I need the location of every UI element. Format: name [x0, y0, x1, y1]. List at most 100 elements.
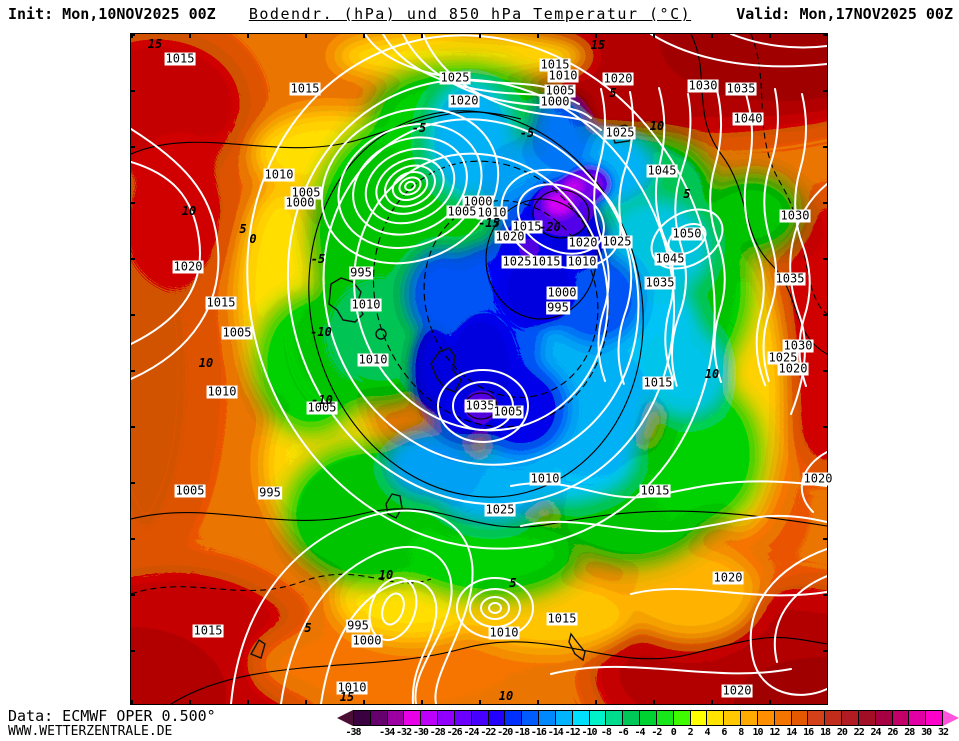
- pressure-label: 1010: [476, 205, 508, 220]
- colorbar-cell: [790, 711, 808, 725]
- pressure-label: 1000: [539, 94, 571, 109]
- colorbar-tick-label: 22: [853, 727, 865, 738]
- pressure-label: 1010: [488, 625, 520, 640]
- pressure-label: 1025: [601, 234, 633, 249]
- pressure-label: 1010: [350, 297, 382, 312]
- colorbar-tick-label: 20: [836, 727, 848, 738]
- pressure-label: 1035: [644, 275, 676, 290]
- colorbar-tick-label: -24: [463, 727, 479, 738]
- colorbar-cell: [655, 711, 673, 725]
- pressure-label: 1020: [712, 570, 744, 585]
- colorbar-left-arrow: [337, 710, 353, 726]
- pressure-label: 1035: [774, 271, 806, 286]
- pressure-label: 1025: [439, 70, 471, 85]
- temperature-label: -5: [411, 121, 427, 135]
- colorbar-cell: [706, 711, 724, 725]
- colorbar-right-arrow: [943, 710, 959, 726]
- temperature-label: -5: [310, 252, 326, 266]
- pressure-label: 1000: [462, 194, 494, 209]
- colorbar-tick-label: -28: [429, 727, 446, 738]
- colorbar-tick-label: -26: [446, 727, 463, 738]
- colorbar-cell: [908, 711, 926, 725]
- temperature-label: 10: [649, 119, 665, 133]
- pressure-label: 1020: [567, 235, 599, 250]
- colorbar-tick-label: -12: [564, 727, 581, 738]
- colorbar-cell: [403, 711, 421, 725]
- pressure-label: 1045: [646, 163, 678, 178]
- pressure-label: 1015: [539, 57, 571, 72]
- temperature-label: 10: [704, 367, 720, 381]
- colorbar-cell: [807, 711, 825, 725]
- colorbar-cell: [639, 711, 656, 725]
- pressure-label: 1015: [639, 483, 671, 498]
- colorbar-cell: [538, 711, 555, 725]
- pressure-label: 1000: [546, 285, 578, 300]
- coastline-layer: [249, 124, 636, 662]
- pressure-label: 1020: [172, 259, 204, 274]
- colorbar-tick-label: 30: [921, 727, 932, 738]
- pressure-label: 1010: [263, 167, 295, 182]
- colorbar-tick-label: -34: [379, 727, 395, 738]
- temperature-label: 15: [147, 37, 163, 51]
- colorbar-tick-label: 28: [904, 727, 915, 738]
- pressure-label: 1020: [602, 71, 634, 86]
- map-label-layer: 1015 1015 1025 1020 1015 1010 1005 1000 1020 1025…: [131, 34, 834, 704]
- colorbar-tick-label: 18: [819, 727, 831, 738]
- colorbar-tick-label: -32: [396, 727, 412, 738]
- temperature-label: -15: [478, 216, 500, 230]
- colorbar-cell: [857, 711, 875, 725]
- pressure-label: 1015: [192, 623, 224, 638]
- temperature-label: 10: [181, 204, 197, 218]
- colorbar-cell: [874, 711, 892, 725]
- temperature-label: 0: [249, 232, 257, 246]
- pressure-label: 1030: [687, 78, 719, 93]
- colorbar-cell: [925, 711, 942, 725]
- pressure-label: 1005: [221, 325, 253, 340]
- pressure-label: 995: [546, 300, 570, 315]
- temperature-label: 10: [198, 356, 214, 370]
- pressure-label: 995: [258, 485, 282, 500]
- colorbar-cell: [689, 711, 707, 725]
- colorbar-tick-label: -22: [480, 727, 496, 738]
- colorbar-tick-label: -8: [600, 727, 612, 738]
- pressure-label: 1015: [642, 375, 674, 390]
- colorbar-tick-label: -4: [634, 727, 646, 738]
- colorbar-tick-label: -14: [547, 727, 564, 738]
- temperature-label: -5: [519, 126, 535, 140]
- colorbar-tick-label: 26: [887, 727, 898, 738]
- pressure-label: 1030: [779, 208, 811, 223]
- pressure-label: 1000: [351, 633, 383, 648]
- colorbar-tick-label: 6: [721, 727, 727, 738]
- temperature-label: 15: [339, 690, 355, 704]
- pressure-label: 1010: [206, 384, 238, 399]
- pressure-label: 1010: [357, 352, 389, 367]
- isotherm-lines-layer: [131, 34, 827, 704]
- pressure-label: 1005: [290, 185, 322, 200]
- temperature-label: 5: [239, 222, 247, 236]
- colorbar-tick-label: 2: [687, 727, 694, 738]
- colorbar-cells: [353, 710, 943, 726]
- colorbar-tick-label: 32: [937, 727, 949, 738]
- colorbar-cell: [487, 711, 505, 725]
- colorbar-cell: [672, 711, 690, 725]
- pressure-label: 1025: [767, 350, 799, 365]
- colorbar-tick-label: -16: [530, 727, 547, 738]
- pressure-label: 1025: [604, 125, 636, 140]
- init-datetime: Init: Mon,10NOV2025 00Z: [8, 5, 216, 23]
- colorbar-tick-label: 24: [870, 727, 882, 738]
- pressure-label: 1015: [205, 295, 237, 310]
- colorbar-cell: [504, 711, 522, 725]
- pressure-label: 1040: [732, 111, 764, 126]
- pressure-label: 1005: [174, 483, 206, 498]
- pressure-label: 1010: [547, 68, 579, 83]
- colorbar-tick-label: 12: [769, 727, 780, 738]
- pressure-label: 1035: [725, 81, 757, 96]
- data-source: Data: ECMWF OPER 0.500°: [8, 707, 216, 725]
- pressure-label: 1015: [546, 611, 578, 626]
- pressure-label: 1005: [544, 83, 576, 98]
- colorbar-cell: [723, 711, 741, 725]
- colorbar-tick-label: -30: [412, 727, 429, 738]
- pressure-label: 1025: [484, 502, 516, 517]
- pressure-label: 1010: [529, 471, 561, 486]
